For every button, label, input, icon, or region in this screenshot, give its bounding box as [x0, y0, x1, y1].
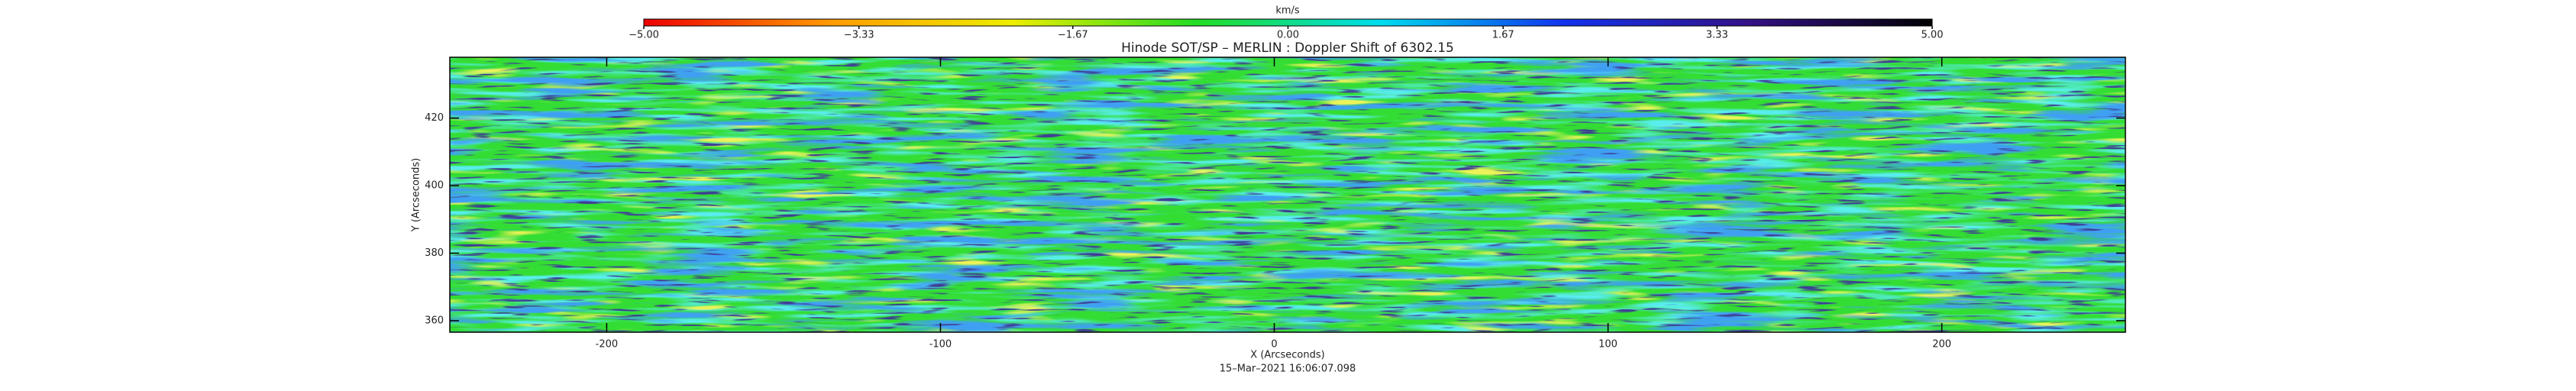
x-tick-label: -100 [929, 339, 952, 351]
colorbar [643, 18, 1933, 27]
colorbar-tick-label: −3.33 [844, 30, 874, 41]
doppler-image [450, 57, 2125, 332]
x-axis-label: X (Arcseconds) [1250, 350, 1324, 361]
x-tick-label: -200 [596, 339, 619, 351]
colorbar-tick-label: 0.00 [1277, 30, 1299, 41]
x-tick-label: 100 [1598, 339, 1618, 351]
chart-title: Hinode SOT/SP – MERLIN : Doppler Shift o… [1121, 40, 1454, 56]
x-tick-label: 0 [1271, 339, 1277, 351]
footnote: 15–Mar–2021 16:06:07.098 [1220, 364, 1356, 375]
colorbar-tick-label: 5.00 [1921, 30, 1944, 41]
colorbar-tick-label: 1.67 [1492, 30, 1514, 41]
colorbar-tick-label: −5.00 [629, 30, 659, 41]
y-tick-label: 380 [425, 247, 444, 259]
y-tick-label: 420 [425, 112, 444, 124]
y-tick-label: 360 [425, 315, 444, 326]
colorbar-title: km/s [1275, 5, 1300, 17]
y-axis-label: Y (Arcseconds) [411, 158, 422, 232]
plot-frame [449, 57, 2126, 333]
colorbar-tick-label: 3.33 [1706, 30, 1728, 41]
y-tick-label: 400 [425, 180, 444, 192]
x-tick-label: 200 [1932, 339, 1951, 351]
colorbar-tick-label: −1.67 [1058, 30, 1088, 41]
